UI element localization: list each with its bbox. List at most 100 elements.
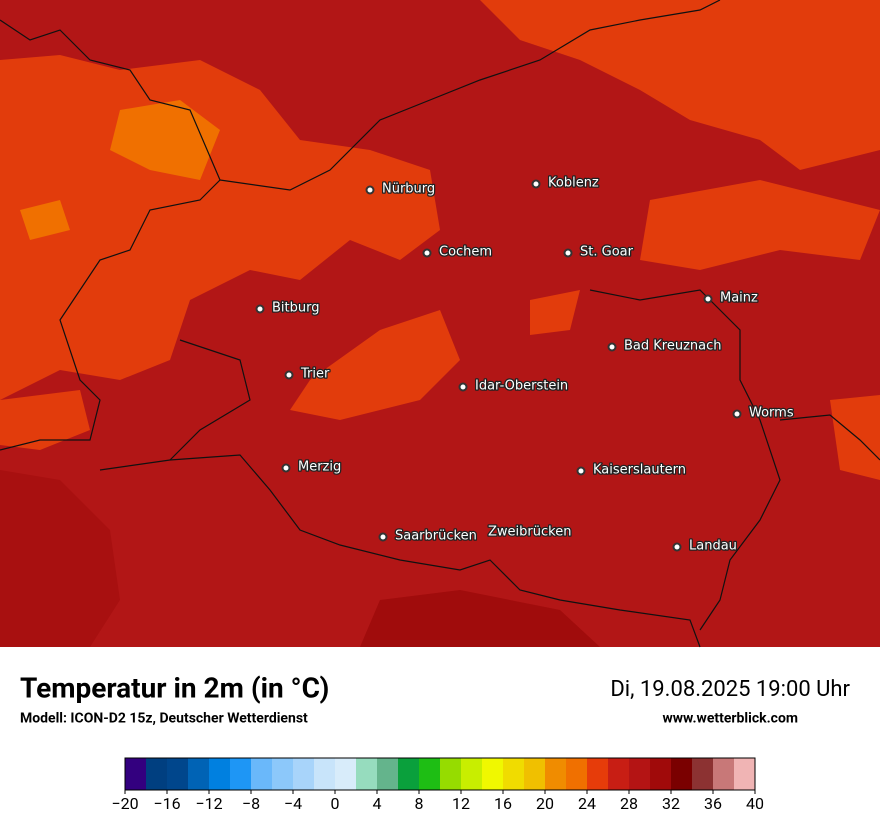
colorbar-frame bbox=[124, 757, 756, 791]
colorbar-cell bbox=[608, 758, 630, 790]
colorbar-cell bbox=[335, 758, 357, 790]
city-dot bbox=[672, 542, 682, 552]
city-label: Saarbrücken bbox=[395, 529, 477, 544]
colorbar-cell bbox=[209, 758, 231, 790]
colorbar-cell bbox=[188, 758, 210, 790]
colorbar-cell bbox=[146, 758, 168, 790]
colorbar-cell bbox=[671, 758, 693, 790]
colorbar-cell bbox=[356, 758, 378, 790]
city-label: Kaiserslautern bbox=[593, 463, 686, 478]
colorbar-tick-label: 28 bbox=[620, 794, 638, 813]
colorbar-tick-label: −12 bbox=[195, 794, 222, 813]
city-label: Merzig bbox=[298, 460, 341, 475]
cool-area bbox=[0, 470, 120, 647]
country-border bbox=[99, 454, 701, 648]
colorbar-tick-label: −20 bbox=[111, 794, 138, 813]
colorbar-cell bbox=[125, 758, 147, 790]
colorbar-cell bbox=[419, 758, 441, 790]
colorbar-tick-label: 4 bbox=[373, 794, 382, 813]
state-border bbox=[219, 0, 721, 191]
colorbar-cell bbox=[650, 758, 672, 790]
source: www.wetterblick.com bbox=[662, 711, 798, 727]
city-label: Landau bbox=[689, 539, 737, 554]
colorbar-tick-label: −16 bbox=[153, 794, 180, 813]
colorbar-tick-label: 12 bbox=[452, 794, 470, 813]
colorbar-tick-label: 8 bbox=[415, 794, 424, 813]
colorbar: −20 −16 −12 −8 −4 0 4 8 12 16 20 24 28 32 36 40 bbox=[111, 757, 764, 813]
city-label: Koblenz bbox=[548, 176, 599, 191]
colorbar-cell bbox=[587, 758, 609, 790]
colorbar-cell bbox=[377, 758, 399, 790]
city-dot bbox=[703, 294, 713, 304]
city-dot bbox=[576, 466, 586, 476]
city-label: Mainz bbox=[720, 291, 758, 306]
cool-area bbox=[360, 590, 600, 647]
state-border bbox=[589, 289, 781, 631]
colorbar-tick-label: 16 bbox=[494, 794, 512, 813]
state-border bbox=[169, 339, 251, 461]
city-label: Idar-Oberstein bbox=[475, 379, 568, 394]
colorbar-tick-label: 32 bbox=[662, 794, 680, 813]
colorbar-cell bbox=[734, 758, 756, 790]
valid-time: Di, 19.08.2025 19:00 Uhr bbox=[610, 677, 850, 702]
colorbar-cell bbox=[314, 758, 336, 790]
colorbar-cell bbox=[524, 758, 546, 790]
warm-area bbox=[830, 395, 880, 480]
colorbar-tick-label: −4 bbox=[284, 794, 302, 813]
colorbar-cell bbox=[545, 758, 567, 790]
city-dot bbox=[531, 179, 541, 189]
city-label: Nürburg bbox=[382, 182, 435, 197]
city-label: Bitburg bbox=[272, 301, 320, 316]
warm-area bbox=[0, 55, 440, 400]
city-label: Bad Kreuznach bbox=[624, 339, 722, 354]
colorbar-tick-label: 0 bbox=[331, 794, 340, 813]
colorbar-cell bbox=[272, 758, 294, 790]
title: Temperatur in 2m (in °C) bbox=[20, 671, 329, 704]
state-border bbox=[779, 414, 880, 461]
city-dot bbox=[458, 382, 468, 392]
hot-area bbox=[20, 200, 70, 240]
city-dot bbox=[378, 532, 388, 542]
city-label: Worms bbox=[749, 406, 794, 421]
city-label: Zweibrücken bbox=[488, 525, 571, 540]
colorbar-cell bbox=[692, 758, 714, 790]
warm-area bbox=[290, 310, 460, 420]
warm-area bbox=[480, 0, 880, 170]
colorbar-cell bbox=[293, 758, 315, 790]
colorbar-cell bbox=[440, 758, 462, 790]
city-label: Cochem bbox=[439, 245, 492, 260]
warm-area bbox=[0, 390, 90, 450]
city-dot bbox=[255, 304, 265, 314]
colorbar-cell bbox=[629, 758, 651, 790]
colorbar-cell bbox=[251, 758, 273, 790]
colorbar-cell bbox=[482, 758, 504, 790]
warm-area bbox=[640, 180, 880, 270]
city-dot bbox=[563, 248, 573, 258]
colorbar-cell bbox=[566, 758, 588, 790]
warm-area bbox=[530, 290, 580, 335]
city-dot bbox=[422, 248, 432, 258]
hot-area bbox=[110, 100, 220, 180]
colorbar-tick-label: 40 bbox=[746, 794, 764, 813]
city-dot bbox=[284, 370, 294, 380]
city-label: Trier bbox=[300, 367, 330, 382]
colorbar-cell bbox=[461, 758, 483, 790]
colorbar-cell bbox=[503, 758, 525, 790]
colorbar-cell bbox=[230, 758, 252, 790]
country-border bbox=[0, 19, 221, 451]
colorbar-tick-label: 20 bbox=[536, 794, 554, 813]
colorbar-cell bbox=[713, 758, 735, 790]
colorbar-cell bbox=[167, 758, 189, 790]
temperature-map: Nürburg Koblenz Cochem St. Goar Bitburg Mainz… bbox=[0, 0, 880, 648]
colorbar-tick-label: 36 bbox=[704, 794, 722, 813]
subtitle: Modell: ICON-D2 15z, Deutscher Wetterdie… bbox=[20, 711, 308, 727]
city-dot bbox=[732, 409, 742, 419]
city-dot bbox=[281, 463, 291, 473]
city-label: St. Goar bbox=[580, 245, 634, 260]
city-dot bbox=[365, 185, 375, 195]
colorbar-cell bbox=[398, 758, 420, 790]
city-dot bbox=[607, 342, 617, 352]
colorbar-tick-label: −8 bbox=[242, 794, 260, 813]
colorbar-tick-label: 24 bbox=[578, 794, 596, 813]
